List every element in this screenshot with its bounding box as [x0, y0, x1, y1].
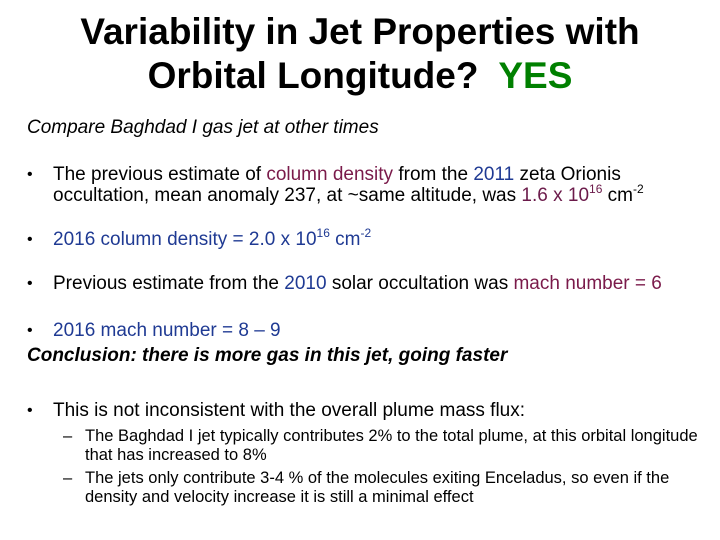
text: solar occultation was: [326, 273, 514, 294]
bullet-text: 2016 column density = 2.0 x 1016 cm-2: [53, 226, 718, 250]
sub-bullet-text: The Baghdad I jet typically contributes …: [85, 427, 698, 464]
sub-bullet-text: The jets only contribute 3-4 % of the mo…: [85, 469, 670, 506]
dash-icon: –: [63, 469, 73, 487]
text: The previous estimate of: [53, 164, 267, 185]
title-line-2: Orbital Longitude? YES: [0, 54, 720, 98]
unit-text: cm: [329, 229, 361, 250]
text: from the: [393, 164, 474, 185]
bullet-icon: •: [27, 166, 33, 183]
text: Previous estimate from the: [53, 273, 285, 294]
bullet-icon: •: [27, 231, 33, 248]
bullet-text: The previous estimate of column density …: [53, 164, 718, 206]
bullet-icon: •: [27, 402, 33, 419]
bullet-icon: •: [27, 275, 33, 292]
unit-text: cm: [602, 185, 633, 206]
exponent: -2: [360, 226, 372, 240]
highlight-text: mach number = 6: [513, 273, 662, 294]
highlight-text: column density: [266, 164, 394, 185]
value-text: 2016 mach number = 8 – 9: [53, 320, 281, 341]
slide-subtitle: Compare Baghdad I gas jet at other times: [27, 117, 379, 138]
title-line-1: Variability in Jet Properties with: [80, 11, 640, 52]
value-text: 2016 column density = 2.0 x 10: [53, 229, 317, 250]
title-yes: YES: [498, 55, 573, 96]
slide-title: Variability in Jet Properties with Orbit…: [0, 10, 720, 98]
year-text: 2011: [473, 164, 515, 185]
exponent: -2: [632, 182, 644, 196]
exponent: 16: [589, 182, 603, 196]
conclusion: Conclusion: there is more gas in this je…: [27, 345, 508, 366]
year-text: 2010: [284, 273, 327, 294]
dash-icon: –: [63, 427, 73, 445]
bullet-icon: •: [27, 322, 33, 339]
value-text: 1.6 x 10: [521, 185, 590, 206]
exponent: 16: [316, 226, 330, 240]
title-question: Orbital Longitude?: [147, 55, 479, 96]
bullet-text: 2016 mach number = 8 – 9: [53, 320, 718, 341]
text: zeta Orionis occultation, mean anomaly 2…: [53, 164, 621, 206]
bullet-text: Previous estimate from the 2010 solar oc…: [53, 273, 663, 294]
bullet-text: This is not inconsistent with the overal…: [53, 400, 526, 421]
